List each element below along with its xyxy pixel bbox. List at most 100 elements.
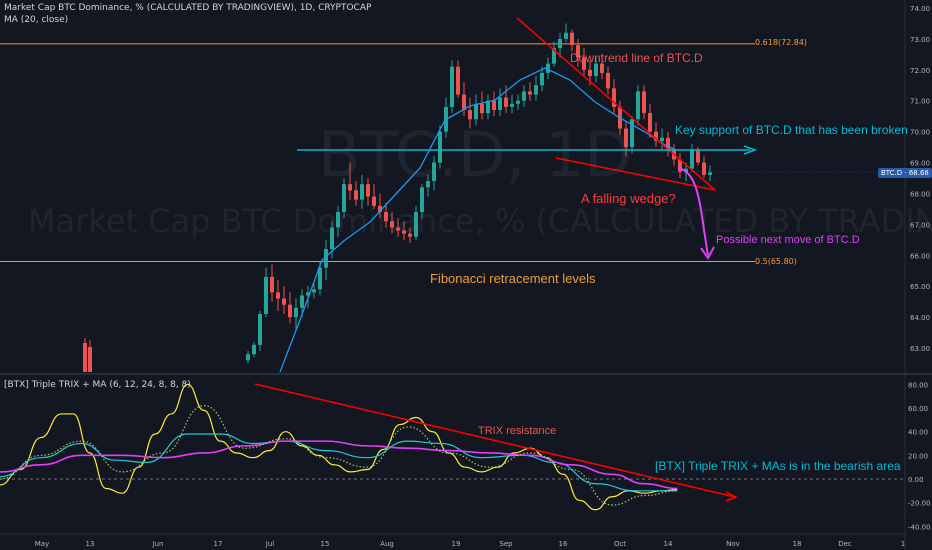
candle-body — [594, 63, 598, 76]
annotation-next-move: Possible next move of BTC.D — [716, 234, 860, 246]
time-tick-label: Oct — [614, 540, 626, 548]
trix-indicator-label[interactable]: [BTX] Triple TRIX + MA (6, 12, 24, 8, 8,… — [4, 380, 191, 390]
candle-body — [564, 32, 568, 39]
wedge-lower-line — [555, 157, 716, 191]
trix-resistance-line — [254, 383, 736, 498]
candle-body — [492, 100, 496, 110]
trix-main-line — [0, 383, 678, 511]
candle-body — [576, 45, 580, 58]
trix-tick-label: 0.00 — [908, 476, 924, 484]
price-tick-label: 68.00 — [910, 190, 930, 198]
candle-body — [408, 233, 412, 237]
time-tick-label: Jun — [152, 540, 164, 548]
ma-indicator-label[interactable]: MA (20, close) — [4, 15, 69, 25]
candle-body — [270, 276, 274, 293]
candle-body — [558, 38, 562, 49]
price-tick-label: 66.00 — [910, 252, 930, 260]
price-tick-label: 63.00 — [910, 345, 930, 353]
candle-body — [366, 184, 370, 197]
candle-body — [438, 131, 442, 163]
time-tick-label: Aug — [380, 540, 394, 548]
trix-resistance-arrowhead — [725, 491, 738, 502]
candle-body — [342, 184, 346, 212]
fib-lower-label: 0.5(65.80) — [755, 257, 797, 266]
price-tick-label: 70.00 — [910, 129, 930, 137]
annotation-downtrend: Downtrend line of BTC.D — [570, 51, 703, 65]
candle-body — [660, 137, 664, 141]
last-price-tag: BTC.D · 68.68 — [878, 168, 932, 178]
time-tick-label: 17 — [214, 540, 223, 548]
ma-line — [279, 67, 677, 373]
price-tick-label: 72.00 — [910, 67, 930, 75]
candle-body — [318, 267, 322, 290]
candle-body — [666, 137, 670, 151]
candle-body — [654, 131, 658, 141]
candle-body — [474, 103, 478, 120]
candle-body — [480, 103, 484, 114]
next-move-arrow — [677, 167, 709, 256]
time-tick-label: 16 — [559, 540, 568, 548]
candle-body — [690, 150, 694, 169]
trix-tick-label: -20.00 — [908, 500, 931, 508]
price-tick-label: 74.00 — [910, 5, 930, 13]
candle-body — [348, 184, 352, 191]
candle-body — [468, 110, 472, 120]
candle-body — [282, 298, 286, 305]
candle-body — [486, 100, 490, 114]
candle-body — [504, 97, 508, 107]
trix-tick-label: 60.00 — [908, 405, 928, 413]
candle-body — [708, 172, 712, 175]
trix-ma2-line — [0, 440, 678, 490]
candle-body — [420, 187, 424, 212]
candle-body — [684, 168, 688, 172]
candle-body — [600, 63, 604, 73]
price-tick-label: 67.00 — [910, 221, 930, 229]
time-tick-label: 15 — [321, 540, 330, 548]
candle-body — [264, 276, 268, 314]
time-tick-label: Sep — [499, 540, 513, 548]
candle-body — [630, 119, 634, 148]
candle-body — [588, 69, 592, 76]
key-support-arrowhead — [743, 145, 758, 155]
time-tick-label: 13 — [86, 540, 95, 548]
trix-tick-label: 80.00 — [908, 381, 928, 389]
chart-title: Market Cap BTC Dominance, % (CALCULATED … — [4, 3, 372, 13]
candle-body — [678, 159, 682, 172]
downtrend-line — [516, 17, 716, 191]
candle-body — [330, 227, 334, 250]
candle-body — [88, 347, 92, 372]
annotation-fib-levels: Fibonacci retracement levels — [430, 271, 596, 286]
time-tick-label: 18 — [793, 540, 802, 548]
price-pane — [0, 17, 905, 373]
candle-body — [612, 88, 616, 107]
candle-body — [528, 91, 532, 95]
price-tick-label: 65.00 — [910, 283, 930, 291]
time-tick-label: 1 — [901, 540, 905, 548]
candle-body — [498, 97, 502, 110]
annotation-trix-resistance: TRIX resistance — [478, 425, 557, 437]
candle-body — [300, 295, 304, 308]
price-tick-label: 71.00 — [910, 98, 930, 106]
candle-body — [456, 66, 460, 95]
candle-body — [390, 221, 394, 228]
candle-body — [396, 227, 400, 231]
candle-body — [426, 181, 430, 188]
candle-body — [648, 113, 652, 132]
candle-body — [432, 162, 436, 182]
annotation-trix-bearish: [BTX] Triple TRIX + MAs is in the bearis… — [655, 459, 901, 473]
trix-pane — [0, 383, 905, 511]
time-tick-label: Jul — [265, 540, 275, 548]
candle-body — [570, 32, 574, 46]
candle-body — [606, 72, 610, 89]
trix-tick-label: 20.00 — [908, 452, 928, 460]
candle-body — [324, 249, 328, 268]
time-tick-label: May — [35, 540, 49, 548]
time-tick-label: 19 — [452, 540, 461, 548]
candle-body — [522, 91, 526, 101]
candle-body — [402, 230, 406, 234]
candle-body — [636, 91, 640, 120]
candle-body — [462, 94, 466, 110]
candle-body — [540, 72, 544, 86]
